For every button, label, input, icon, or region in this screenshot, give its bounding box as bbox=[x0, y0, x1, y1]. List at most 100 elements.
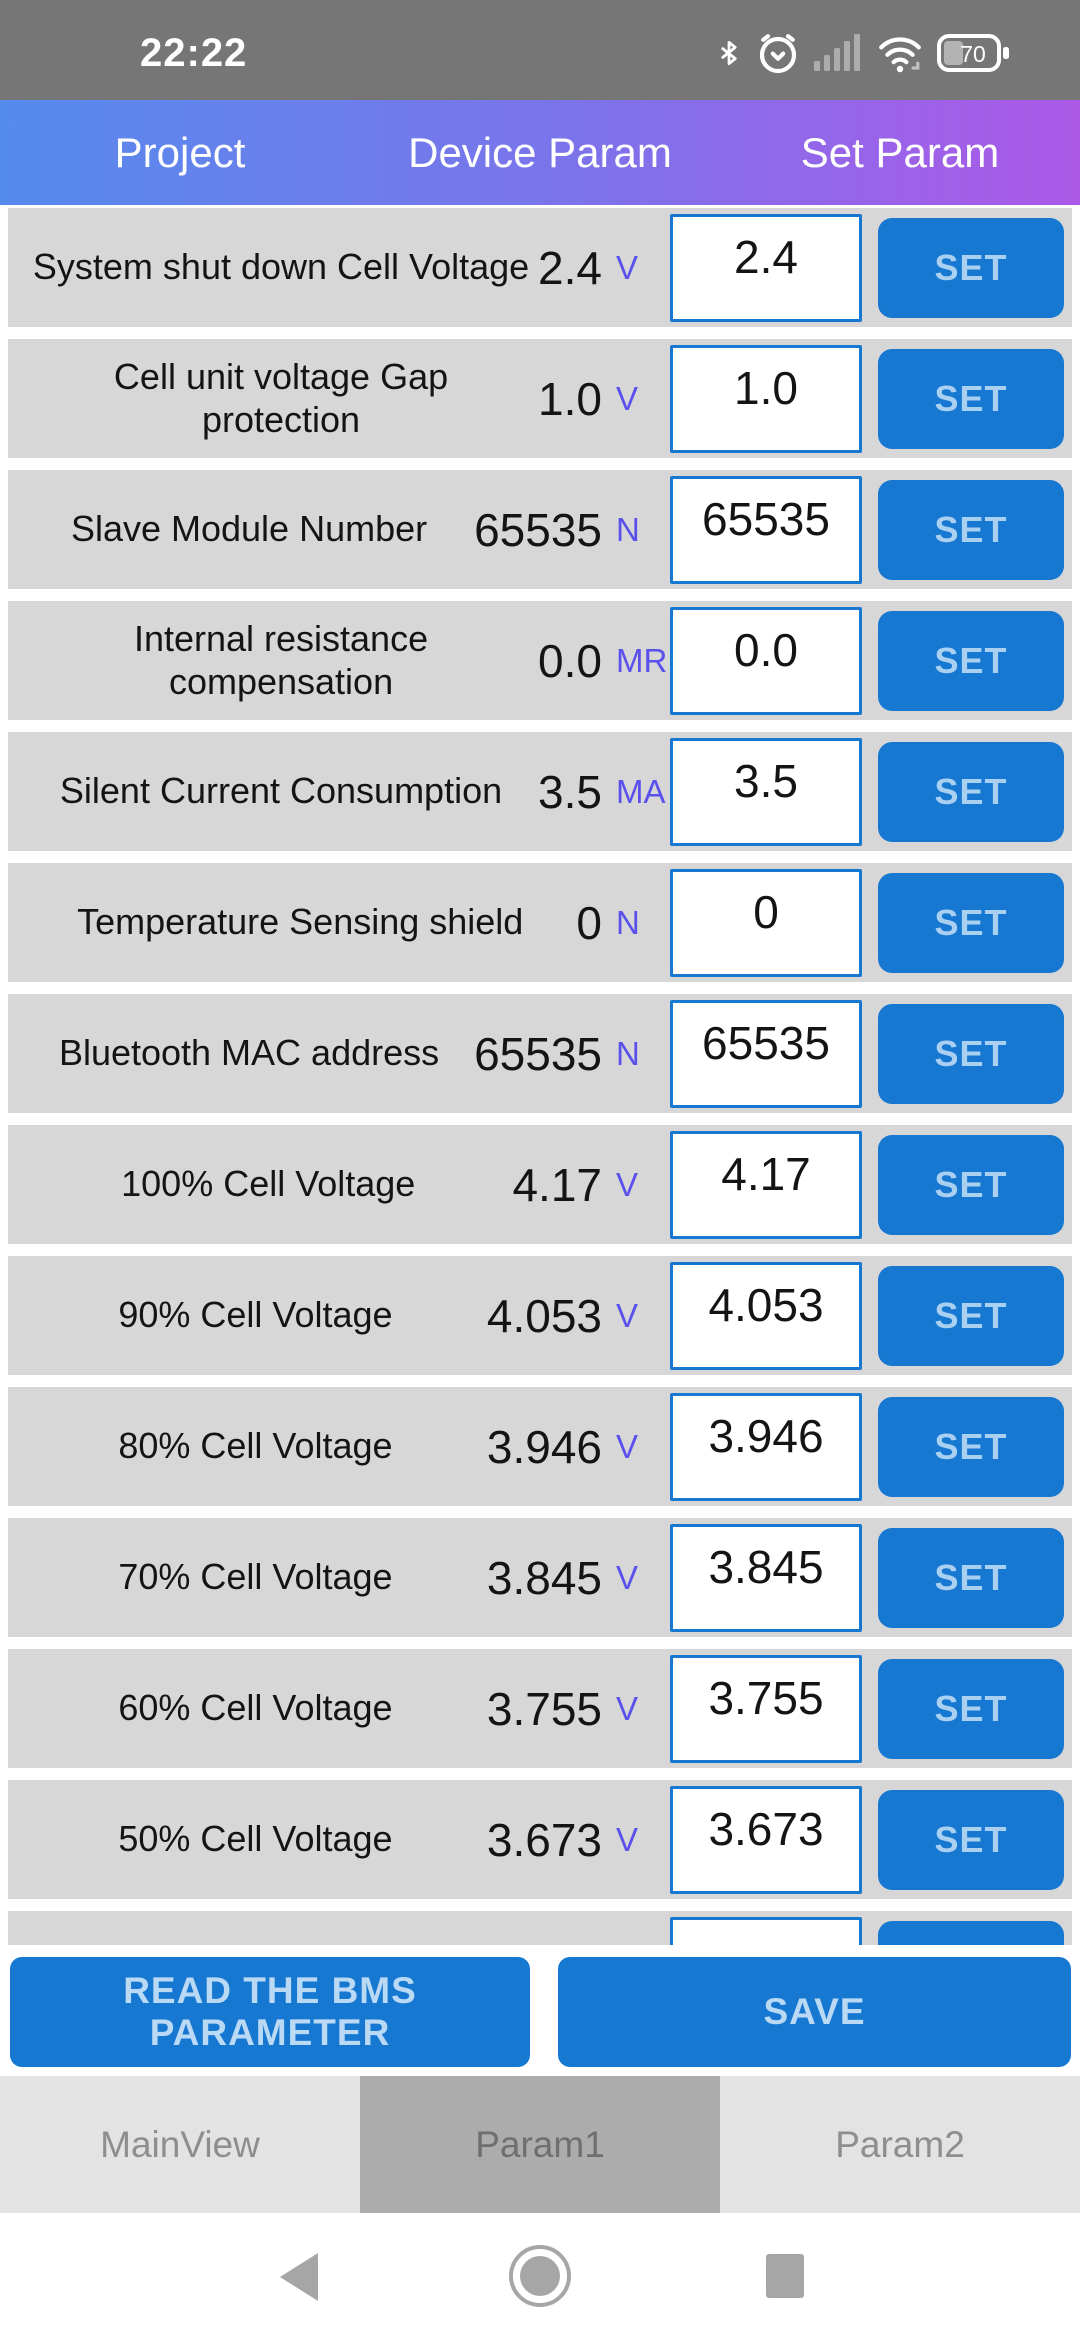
param-row: 100% Cell Voltage 4.17 V SET bbox=[8, 1125, 1072, 1244]
wifi-icon bbox=[874, 31, 926, 75]
param-value-input[interactable] bbox=[670, 475, 862, 584]
status-icons: 70 bbox=[714, 29, 1014, 77]
param-value-input[interactable] bbox=[670, 737, 862, 846]
set-button[interactable]: SET bbox=[878, 1789, 1064, 1890]
battery-percent-text: 70 bbox=[960, 41, 986, 67]
param-row-left: 100% Cell Voltage 4.17 V bbox=[32, 1158, 670, 1212]
param-unit: V bbox=[616, 1296, 639, 1334]
param-row-left: Internal resistance compensation 0.0 MR bbox=[32, 618, 670, 703]
set-button[interactable]: SET bbox=[878, 1658, 1064, 1759]
read-bms-parameter-button[interactable]: READ THE BMS PARAMETER bbox=[10, 1957, 530, 2067]
param-label: Internal resistance compensation bbox=[133, 618, 429, 702]
set-button[interactable]: SET bbox=[878, 1527, 1064, 1628]
set-button[interactable]: SET bbox=[878, 610, 1064, 711]
param-unit: V bbox=[616, 379, 639, 417]
param-current-value: 3.946 bbox=[486, 1420, 602, 1473]
param-row-left: 80% Cell Voltage 3.946 V bbox=[32, 1420, 670, 1474]
set-button[interactable]: SET bbox=[878, 1265, 1064, 1366]
param-value-input[interactable] bbox=[670, 344, 862, 453]
param-row-left: 70% Cell Voltage 3.845 V bbox=[32, 1551, 670, 1605]
param-row-left: Bluetooth MAC address 65535 N bbox=[32, 1027, 670, 1081]
param-row: System shut down Cell Voltage 2.4 V SET bbox=[8, 208, 1072, 327]
param-label: 80% Cell Voltage bbox=[118, 1425, 393, 1467]
param-value-input[interactable] bbox=[670, 1130, 862, 1239]
param-row: 90% Cell Voltage 4.053 V SET bbox=[8, 1256, 1072, 1375]
param-label: 70% Cell Voltage bbox=[118, 1556, 393, 1598]
tab-param1[interactable]: Param1 bbox=[360, 2076, 720, 2213]
param-current-value: 65535 bbox=[474, 503, 602, 556]
param-label: Bluetooth MAC address bbox=[58, 1032, 440, 1074]
param-value-input[interactable] bbox=[670, 1261, 862, 1370]
clock: 22:22 bbox=[140, 30, 248, 75]
param-row-left: Silent Current Consumption 3.5 MA bbox=[32, 765, 670, 819]
param-row: 50% Cell Voltage 3.673 V SET bbox=[8, 1780, 1072, 1899]
param-current-value: 3.845 bbox=[486, 1551, 602, 1604]
param-value-input[interactable] bbox=[670, 999, 862, 1108]
save-button[interactable]: SAVE bbox=[558, 1957, 1071, 2067]
set-button[interactable]: SET bbox=[878, 1920, 1064, 1945]
header-tab-project[interactable]: Project bbox=[114, 128, 246, 176]
set-button[interactable]: SET bbox=[878, 872, 1064, 973]
set-button[interactable]: SET bbox=[878, 217, 1064, 318]
set-button[interactable]: SET bbox=[878, 348, 1064, 449]
home-icon[interactable] bbox=[509, 2245, 571, 2307]
param-value-input[interactable] bbox=[670, 1392, 862, 1501]
param-unit: V bbox=[616, 1165, 639, 1203]
param-row-left: 50% Cell Voltage 3.673 V bbox=[32, 1813, 670, 1867]
param-label: 100% Cell Voltage bbox=[121, 1163, 416, 1205]
param-unit: V bbox=[616, 1689, 639, 1727]
tab-mainview[interactable]: MainView bbox=[100, 2123, 260, 2165]
header-tab-set-param[interactable]: Set Param bbox=[800, 128, 1000, 176]
header-tab-device-param[interactable]: Device Param bbox=[408, 128, 672, 176]
param-value-input[interactable] bbox=[670, 1654, 862, 1763]
param-current-value: 0 bbox=[576, 896, 602, 949]
param-row: SET bbox=[8, 1911, 1072, 1945]
param-unit: N bbox=[616, 903, 640, 941]
bottom-tab-bar: MainView Param1 Param2 bbox=[0, 2076, 1080, 2213]
param-row: 80% Cell Voltage 3.946 V SET bbox=[8, 1387, 1072, 1506]
param-row: Slave Module Number 65535 N SET bbox=[8, 470, 1072, 589]
param-row: 60% Cell Voltage 3.755 V SET bbox=[8, 1649, 1072, 1768]
param-value-input[interactable] bbox=[670, 213, 862, 322]
param-current-value: 4.17 bbox=[512, 1158, 602, 1211]
param-row: 70% Cell Voltage 3.845 V SET bbox=[8, 1518, 1072, 1637]
set-button[interactable]: SET bbox=[878, 741, 1064, 842]
param-row-left: 90% Cell Voltage 4.053 V bbox=[32, 1289, 670, 1343]
param-value-input[interactable] bbox=[670, 868, 862, 977]
param-value-input[interactable] bbox=[670, 606, 862, 715]
param-row-left: 60% Cell Voltage 3.755 V bbox=[32, 1682, 670, 1736]
bluetooth-icon bbox=[714, 30, 744, 76]
set-button[interactable]: SET bbox=[878, 479, 1064, 580]
status-bar: 22:22 bbox=[0, 0, 1080, 100]
set-button[interactable]: SET bbox=[878, 1134, 1064, 1235]
param-value-input[interactable] bbox=[670, 1523, 862, 1632]
param-current-value: 3.5 bbox=[538, 765, 602, 818]
alarm-icon bbox=[754, 29, 802, 77]
param-label: Slave Module Number bbox=[70, 508, 428, 550]
param-current-value: 4.053 bbox=[486, 1289, 602, 1342]
tab-param2[interactable]: Param2 bbox=[835, 2123, 965, 2165]
param-value-input[interactable] bbox=[670, 1916, 862, 1945]
recents-icon[interactable] bbox=[766, 2254, 804, 2298]
param-list: System shut down Cell Voltage 2.4 V SET … bbox=[0, 205, 1080, 1945]
param-row: Cell unit voltage Gap protection 1.0 V S… bbox=[8, 339, 1072, 458]
set-button[interactable]: SET bbox=[878, 1003, 1064, 1104]
param-row-left: Cell unit voltage Gap protection 1.0 V bbox=[32, 356, 670, 441]
param-current-value: 1.0 bbox=[538, 372, 602, 425]
param-label: Silent Current Consumption bbox=[59, 770, 503, 812]
param-row-left: Slave Module Number 65535 N bbox=[32, 503, 670, 557]
param-unit: N bbox=[616, 1034, 640, 1072]
param-unit: MA bbox=[616, 772, 666, 810]
param-current-value: 3.673 bbox=[486, 1813, 602, 1866]
param-unit: V bbox=[616, 1820, 639, 1858]
param-value-input[interactable] bbox=[670, 1785, 862, 1894]
param-current-value: 2.4 bbox=[538, 241, 602, 294]
back-icon[interactable] bbox=[280, 2253, 318, 2301]
battery-icon: 70 bbox=[936, 31, 1014, 75]
param-row-left: Temperature Sensing shield 0 N bbox=[32, 896, 670, 950]
param-label: 90% Cell Voltage bbox=[118, 1294, 393, 1336]
param-current-value: 3.755 bbox=[486, 1682, 602, 1735]
home-icon-inner bbox=[520, 2256, 560, 2296]
set-button[interactable]: SET bbox=[878, 1396, 1064, 1497]
param-label: System shut down Cell Voltage bbox=[32, 246, 530, 288]
